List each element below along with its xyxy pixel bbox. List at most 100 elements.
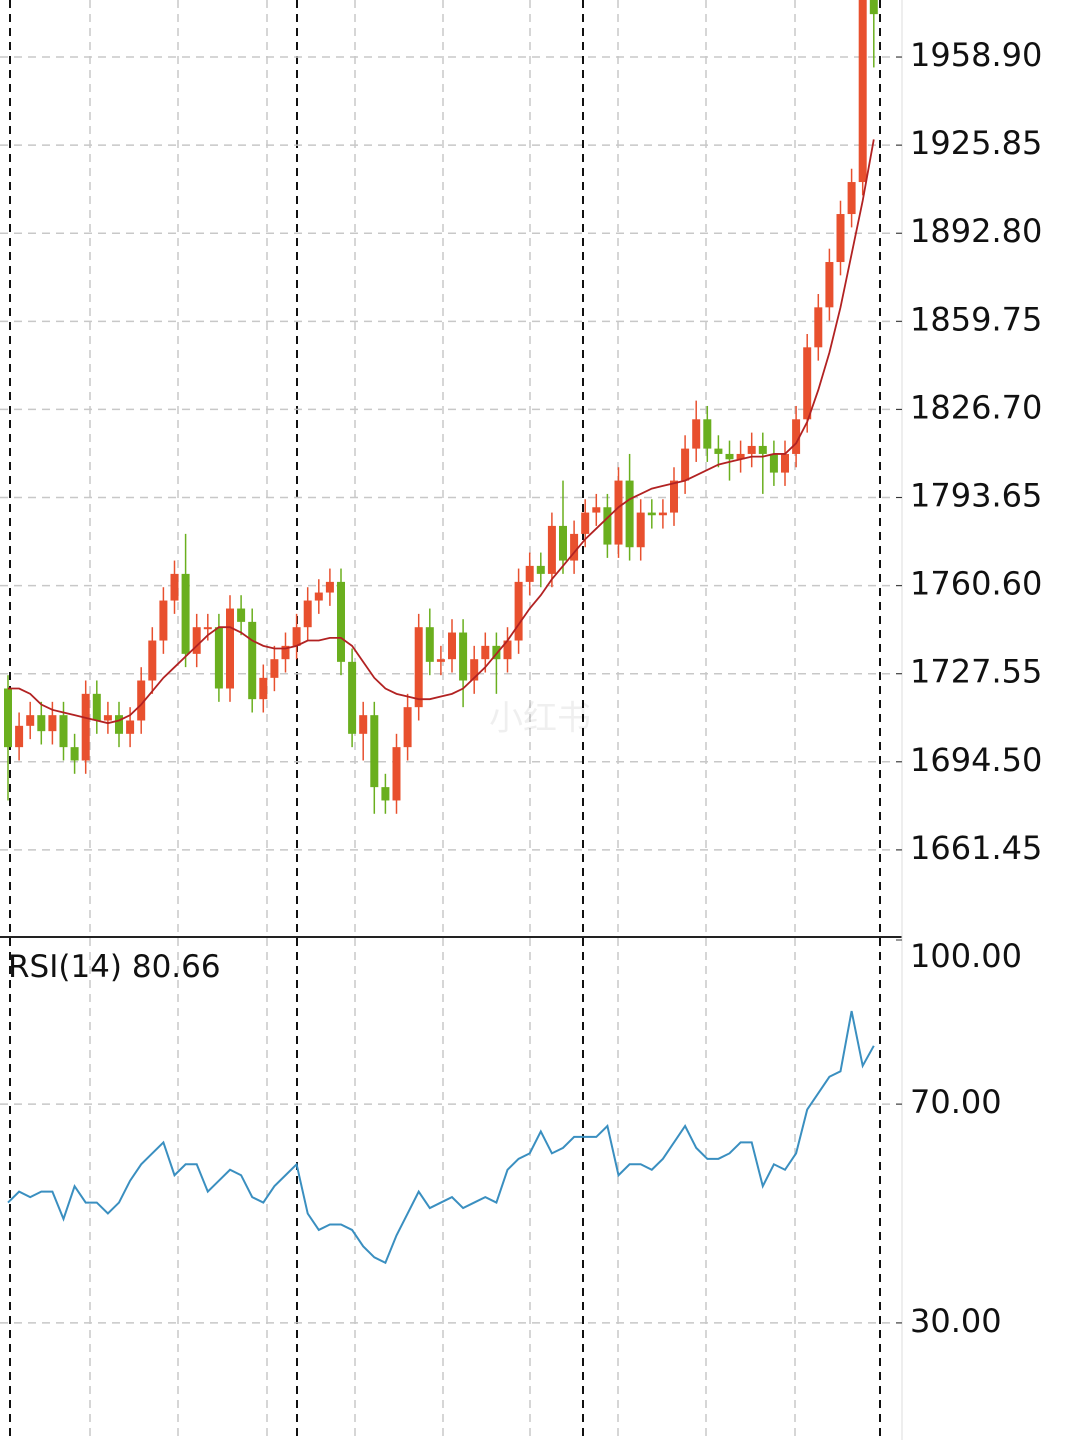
candle-body	[692, 419, 701, 449]
candle-body	[270, 659, 279, 678]
candle-body	[15, 725, 24, 748]
y-tick-label: 100.00	[910, 937, 1022, 975]
candle-body	[736, 453, 745, 460]
candle-body	[214, 627, 223, 689]
candle-body	[792, 419, 801, 454]
candle-body	[292, 627, 301, 646]
y-tick-label: 1793.65	[910, 477, 1042, 515]
candle-body	[37, 715, 46, 732]
candle-body	[503, 640, 512, 660]
candle-body	[337, 581, 345, 662]
candle-body	[81, 693, 90, 761]
candle-body	[847, 182, 856, 215]
candle-body	[203, 627, 212, 630]
candle-body	[325, 581, 334, 593]
candle-body	[226, 608, 234, 689]
vertical-grid	[89, 0, 796, 1440]
candle-body	[259, 677, 268, 700]
candle-body	[103, 715, 112, 721]
candle-body	[470, 659, 479, 681]
candle-body	[570, 533, 579, 561]
candle-body	[392, 747, 401, 801]
candle-body	[858, 0, 867, 183]
candle-body	[48, 715, 57, 732]
candle-body	[359, 715, 368, 734]
candle-body	[181, 573, 190, 654]
candle-body	[714, 448, 723, 454]
y-tick-label: 1925.85	[910, 124, 1042, 162]
candle-body	[115, 715, 123, 734]
candle-body	[559, 525, 567, 561]
candle-body	[592, 507, 601, 513]
y-tick-label: 1892.80	[910, 212, 1042, 250]
candle-body	[747, 445, 756, 454]
candle-body	[658, 512, 667, 516]
candle-body	[303, 600, 312, 628]
candle-body	[536, 565, 545, 574]
y-tick-label: 1661.45	[910, 829, 1042, 867]
watermark: 小红书	[489, 699, 591, 739]
candle-body	[414, 627, 423, 708]
candle-body	[781, 453, 789, 473]
candle-body	[769, 453, 778, 473]
candle-body	[448, 632, 456, 660]
candle-body	[248, 621, 257, 700]
candle-body	[836, 214, 845, 263]
candle-body	[525, 565, 534, 582]
rsi-header: RSI(14) 80.66	[8, 949, 221, 985]
candle-body	[825, 262, 834, 308]
candle-body	[126, 720, 135, 734]
rsi-value: 80.66	[132, 949, 221, 985]
candle-body	[59, 715, 68, 748]
candle-body	[159, 600, 168, 641]
candle-body	[26, 715, 35, 726]
candle-body	[70, 747, 79, 761]
candle-body	[436, 659, 445, 662]
axis-labels: 1958.90 1925.85 1892.80 1859.75 1826.70 1793.…	[896, 36, 1042, 1340]
candle-body	[403, 707, 412, 748]
candle-body	[92, 693, 101, 721]
candle-body	[703, 419, 712, 449]
candle-body	[237, 608, 246, 622]
candle-body	[370, 715, 379, 788]
candle-body	[725, 453, 734, 460]
y-tick-label: 1727.55	[910, 653, 1042, 691]
y-tick-label: 1859.75	[910, 300, 1042, 338]
candle-body	[625, 480, 634, 548]
y-tick-label: 1958.90	[910, 36, 1042, 74]
candle-body	[670, 480, 678, 513]
candle-body	[636, 512, 645, 548]
y-tick-label: 1826.70	[910, 388, 1042, 426]
candle-body	[381, 787, 390, 801]
y-tick-label: 1694.50	[910, 741, 1042, 779]
candle-body	[869, 0, 878, 15]
candle-body	[614, 480, 623, 545]
candle-body	[803, 347, 812, 420]
candle-body	[647, 512, 656, 516]
rsi-name: RSI(14)	[8, 949, 122, 985]
candle-body	[4, 688, 12, 748]
candle-body	[314, 592, 323, 601]
candle-body	[137, 680, 146, 721]
candle-body	[581, 512, 590, 534]
ma-line	[8, 139, 875, 725]
y-tick-label: 1760.60	[910, 565, 1042, 603]
candle-body	[681, 448, 690, 481]
candle-body	[814, 307, 823, 348]
candle-body	[192, 627, 201, 654]
rsi-pane	[0, 1010, 902, 1324]
candle-body	[170, 573, 179, 601]
y-tick-label: 30.00	[910, 1302, 1002, 1340]
candle-body	[281, 645, 290, 660]
rsi-line	[7, 1010, 875, 1265]
candle-body	[514, 581, 523, 641]
candle-body	[348, 661, 357, 734]
y-tick-label: 70.00	[910, 1083, 1002, 1121]
candle-body	[603, 507, 612, 545]
candle-body	[547, 525, 556, 574]
candle-body	[459, 632, 468, 681]
candle-body	[758, 445, 767, 454]
candle-body	[425, 627, 434, 662]
candle-body	[148, 640, 157, 681]
